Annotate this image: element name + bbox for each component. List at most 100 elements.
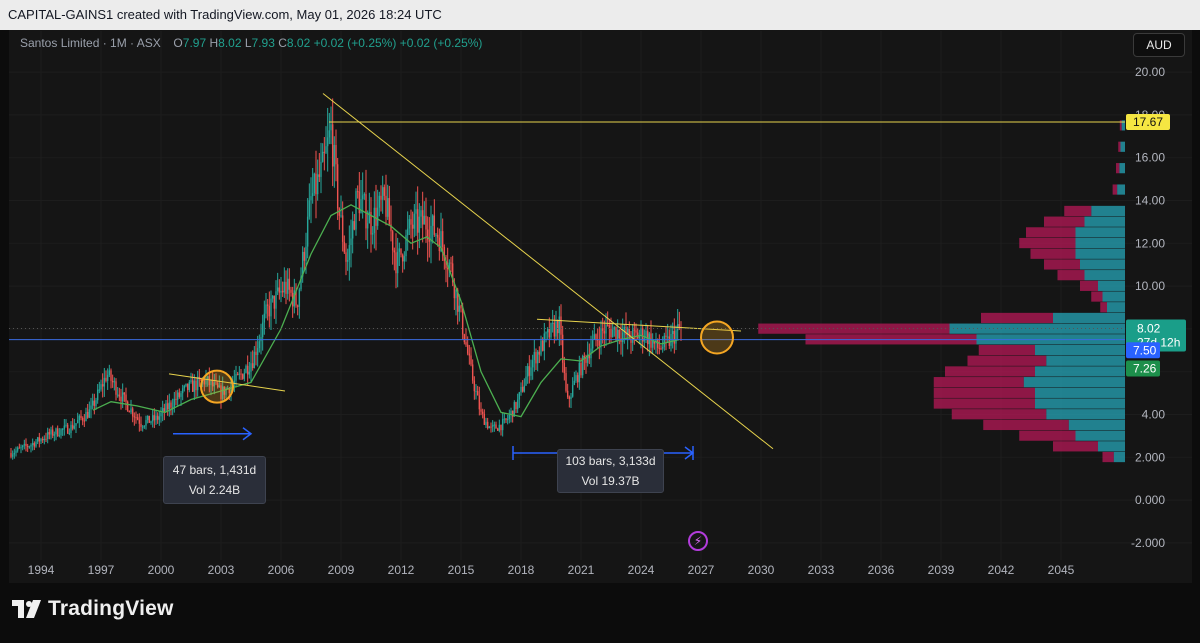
measure-box-1-line1: 47 bars, 1,431d (172, 463, 257, 477)
candle-body (425, 215, 427, 230)
candle-body (570, 396, 572, 400)
candle-body (255, 351, 257, 355)
candle-body (565, 373, 567, 391)
tradingview-logo[interactable]: TradingView (12, 597, 174, 621)
candle-body (453, 282, 456, 299)
candle-body (311, 193, 314, 197)
volume-bar-up (1098, 280, 1125, 291)
candle-body (665, 335, 667, 337)
candle-body (186, 383, 189, 390)
moving-average-line (92, 204, 680, 418)
y-tick-label: 12.00 (1135, 236, 1165, 250)
candle-body (181, 388, 184, 394)
candle-body (65, 424, 67, 426)
trendline (168, 373, 286, 392)
alert-lightning-icon[interactable]: ⚡ (688, 531, 708, 551)
measure-box-1: 47 bars, 1,431d Vol 2.24B (163, 456, 266, 504)
volume-bar-up (1035, 366, 1125, 377)
volume-bar-down (1044, 216, 1085, 227)
candle-body (120, 396, 122, 402)
candle-body (153, 415, 156, 421)
candle-body (578, 362, 581, 383)
candle-body (376, 207, 379, 226)
candle-body (375, 207, 377, 226)
candle-body (246, 365, 249, 375)
change-value: +0.02 (+0.25%) (313, 36, 397, 50)
candle-body (111, 380, 114, 383)
candle-body (566, 390, 569, 397)
y-axis: -2.000 0.000 2.000 4.00 10.00 12.00 14.00 16.00… (1131, 65, 1165, 550)
candle-body (93, 400, 96, 406)
candle-body (18, 447, 21, 449)
candle-body (100, 384, 102, 390)
candle-body (463, 334, 466, 343)
candle-body (273, 295, 276, 309)
candle-body (445, 260, 447, 269)
y-tick-label: 0.000 (1135, 493, 1165, 507)
volume-bar-down (1100, 302, 1107, 313)
candle-body (558, 316, 561, 334)
candle-body (20, 447, 22, 449)
candle-body (148, 415, 151, 423)
candle-body (328, 130, 331, 138)
symbol-name: Santos Limited · 1M · ASX (20, 36, 161, 50)
candle-body (215, 382, 217, 384)
candle-body (281, 290, 284, 293)
candle-body (95, 400, 97, 406)
volume-bar-down (933, 387, 1035, 398)
candle-body (253, 351, 256, 369)
y-tick-label: -2.000 (1131, 536, 1165, 550)
candle-body (588, 354, 591, 359)
candle-body (653, 340, 656, 344)
candle-body (386, 198, 389, 217)
candle-body (400, 248, 402, 255)
candle-body (183, 385, 186, 389)
candle-body (460, 305, 462, 309)
volume-bar-down (1080, 280, 1098, 291)
candle-body (288, 278, 291, 290)
candle-body (326, 137, 329, 147)
candle-body (60, 429, 62, 436)
candle-body (518, 392, 521, 400)
candle-body (168, 402, 171, 410)
candle-body (51, 429, 54, 436)
candle-body (48, 432, 51, 435)
candle-body (316, 174, 319, 195)
candle-body (498, 424, 501, 431)
x-tick-label: 2039 (928, 563, 955, 577)
candle-body (191, 380, 194, 392)
candle-body (58, 435, 61, 437)
candle-body (310, 196, 312, 201)
candle-body (438, 237, 441, 252)
candle-body (303, 251, 306, 261)
candle-body (43, 438, 46, 441)
candle-body (203, 379, 206, 385)
candle-body (118, 394, 121, 397)
candle-body (66, 424, 69, 434)
currency-button[interactable]: AUD (1133, 33, 1185, 57)
tradingview-logo-text: TradingView (48, 597, 174, 620)
candle-body (285, 281, 287, 294)
candle-body (628, 328, 631, 339)
candle-body (645, 330, 647, 339)
candle-body (575, 375, 577, 381)
candle-body (381, 187, 384, 200)
candle-body (426, 229, 429, 240)
measure-box-2-line1: 103 bars, 3,133d (565, 454, 656, 468)
candle-body (595, 334, 597, 340)
candle-body (110, 370, 112, 381)
candle-body (621, 332, 624, 342)
candle-body (210, 380, 212, 386)
candle-body (245, 365, 247, 373)
volume-bar-down (978, 344, 1035, 356)
candle-body (428, 239, 431, 242)
candle-body (398, 248, 401, 252)
candle-body (280, 290, 282, 293)
volume-bar-up (1046, 355, 1125, 366)
candle-body (540, 340, 542, 355)
candle-body (358, 191, 361, 214)
volume-bar-up (1084, 216, 1125, 227)
candle-body (421, 210, 424, 225)
candle-body (363, 194, 366, 196)
